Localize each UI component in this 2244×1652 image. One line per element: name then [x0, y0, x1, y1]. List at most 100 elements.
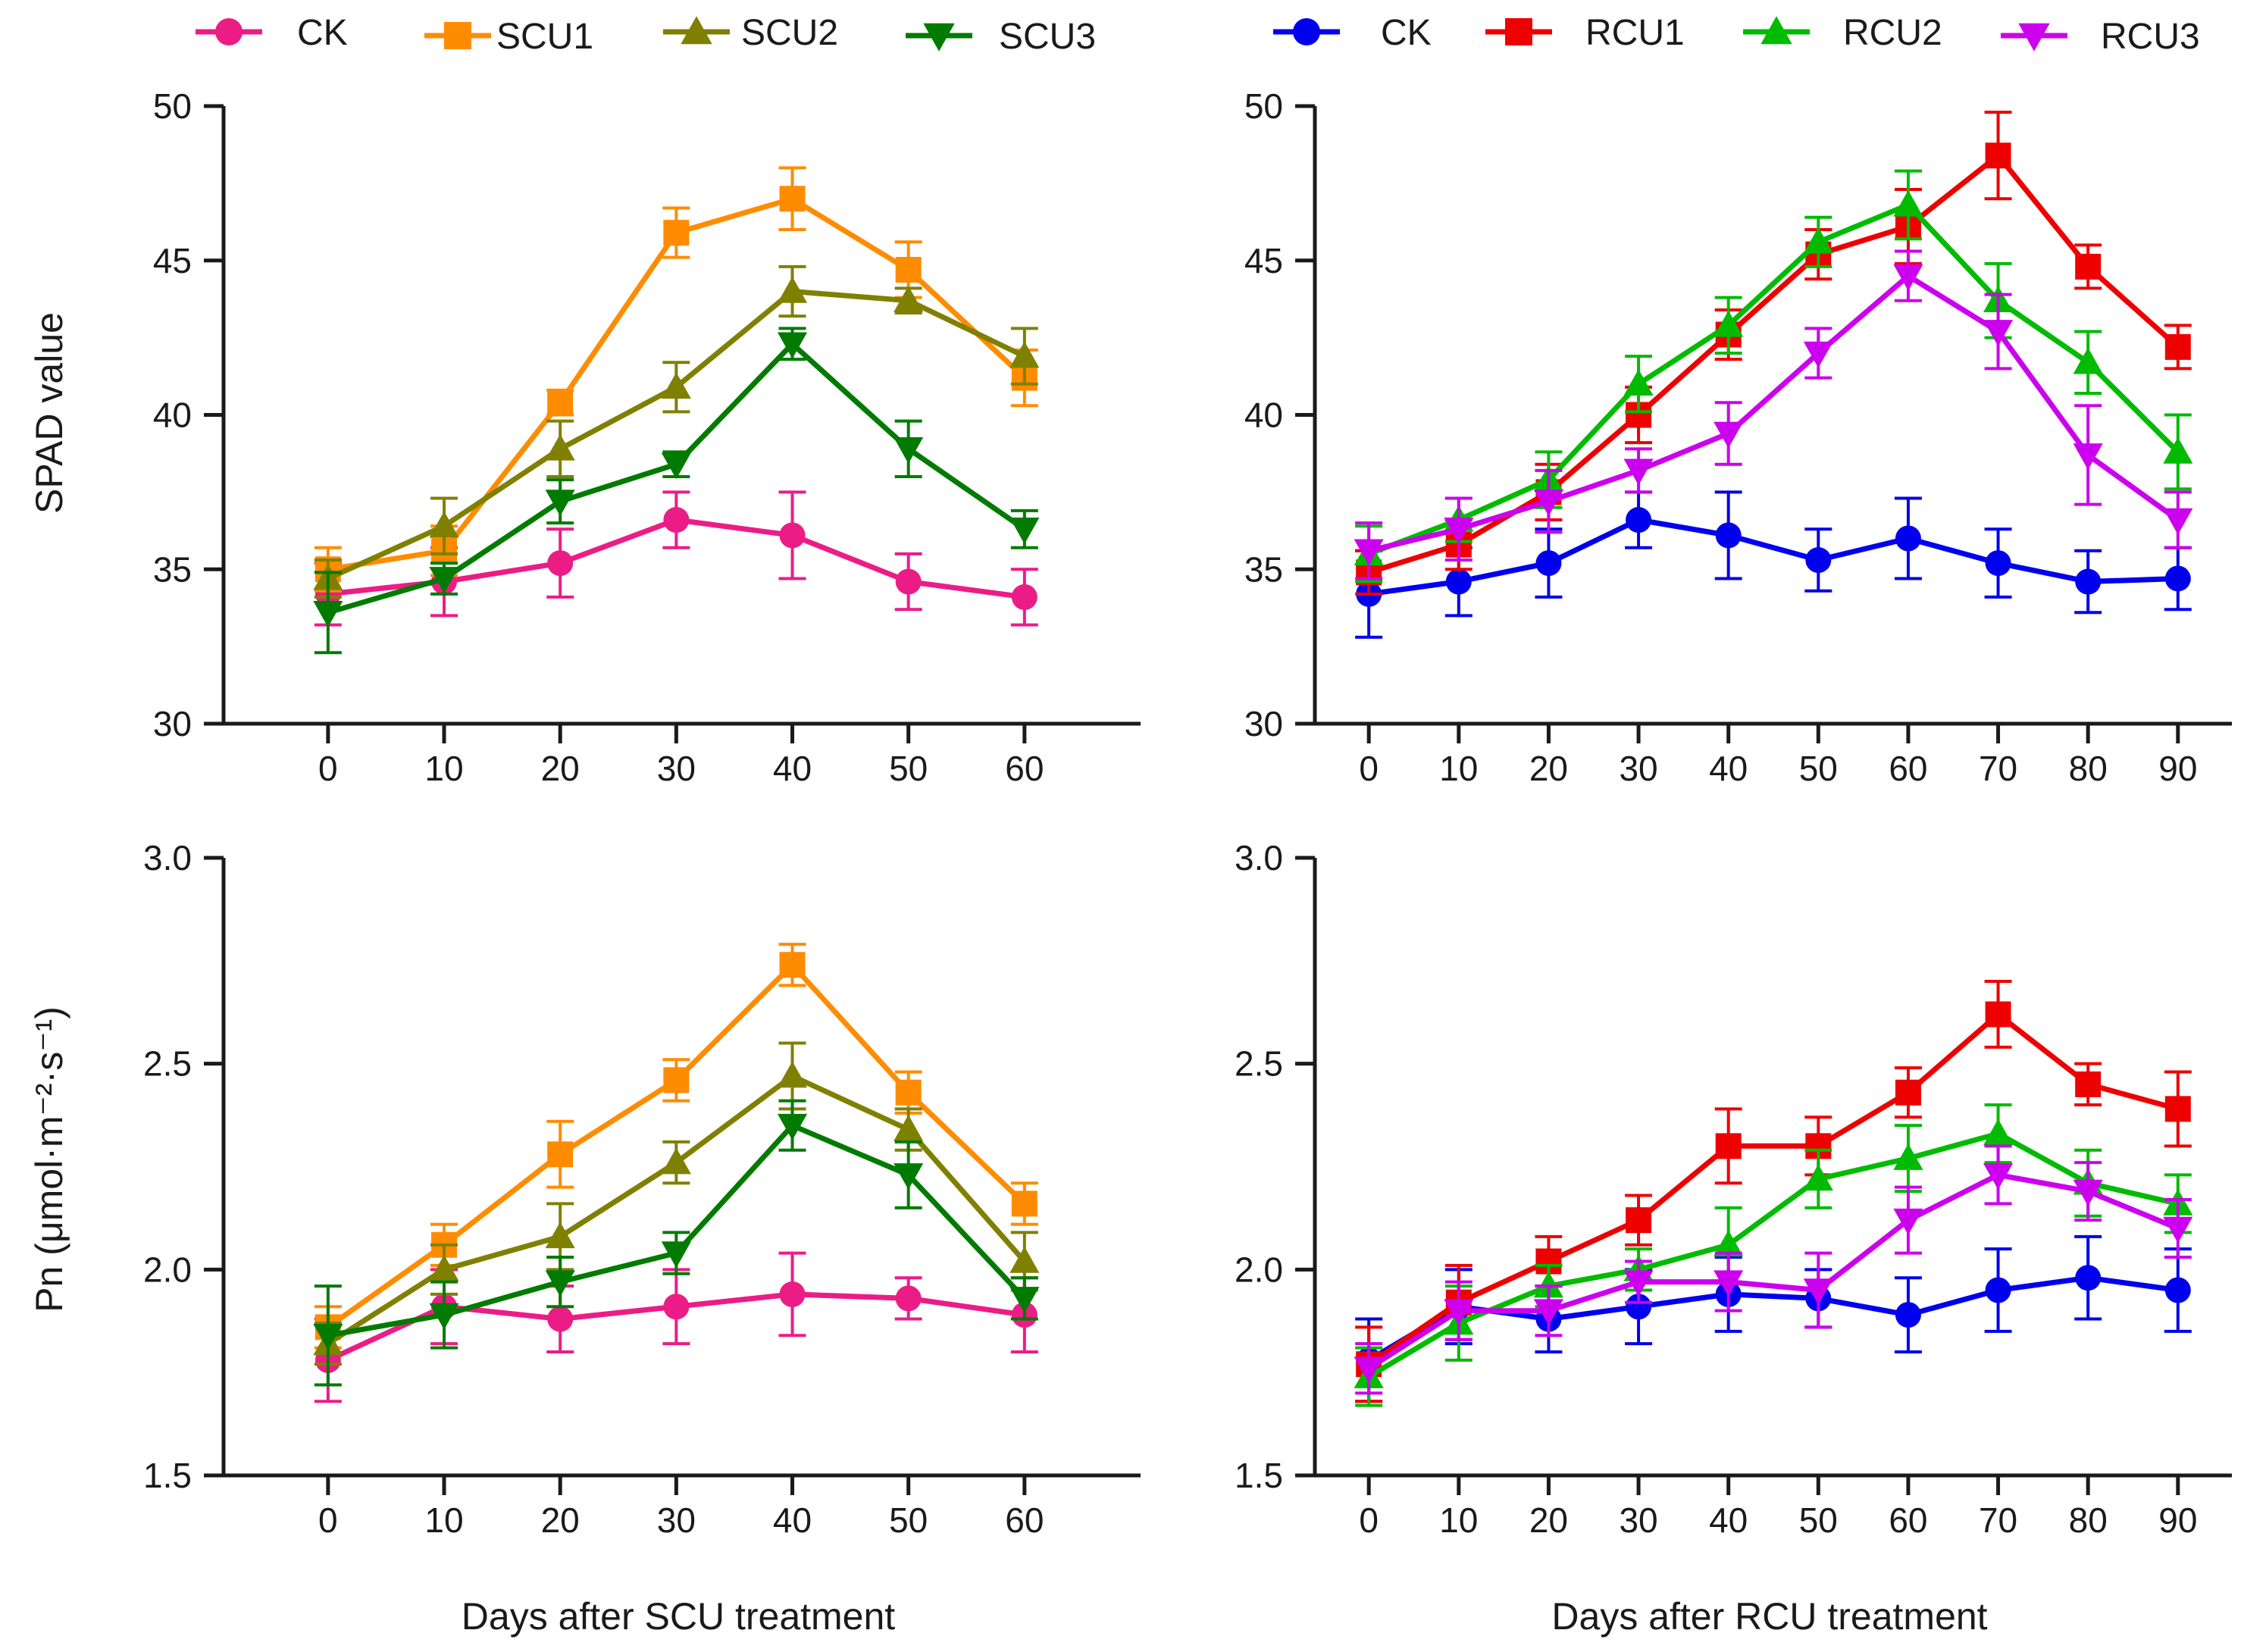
data-point [429, 511, 459, 538]
data-point [1535, 1248, 1562, 1275]
data-point [429, 567, 459, 594]
series-scu2 [313, 264, 1040, 599]
y-tick-label: 1.5 [1235, 1456, 1283, 1495]
y-tick-label: 40 [1244, 396, 1283, 435]
x-tick-label: 0 [318, 749, 338, 788]
legend-item-ck: CK [196, 13, 348, 53]
legend-item-scu1: SCU1 [424, 17, 593, 57]
x-tick-label: 40 [773, 1500, 812, 1540]
series-rcu1 [1355, 980, 2192, 1403]
legend-item-rcu2: RCU2 [1743, 13, 1942, 53]
data-point [1803, 1164, 1833, 1191]
data-point [547, 550, 574, 577]
x-tick-label: 40 [1709, 749, 1748, 788]
data-point [1626, 507, 1652, 533]
data-point [894, 1163, 924, 1190]
data-point [894, 286, 924, 313]
data-point [1895, 525, 1921, 552]
x-tick-label: 60 [1005, 1500, 1044, 1540]
x-tick-label: 20 [541, 1500, 580, 1540]
y-axis-title-pn: Pn (μmol·m⁻²·s⁻¹) [28, 1006, 70, 1313]
data-point [1893, 1144, 1923, 1170]
data-point [1354, 1356, 1384, 1384]
data-point [547, 1141, 574, 1168]
x-tick-label: 70 [1979, 1500, 2017, 1540]
legend-marker [444, 22, 471, 49]
y-tick-label: 1.5 [143, 1456, 192, 1495]
data-point [661, 1147, 691, 1175]
data-point [1009, 1287, 1040, 1313]
x-tick-label: 10 [1439, 1500, 1478, 1540]
data-point [1983, 320, 2014, 347]
series-ck [1355, 490, 2192, 639]
series-rcu3 [1354, 1144, 2193, 1395]
data-point [779, 1281, 806, 1307]
x-tick-label: 50 [889, 749, 928, 788]
data-point [2163, 1216, 2193, 1244]
legend-left: CK SCU1 SCU2 SCU3 [196, 13, 1096, 57]
y-tick-label: 2.5 [1235, 1044, 1283, 1084]
data-point [1893, 264, 1923, 291]
data-point [1533, 490, 1563, 517]
data-point [313, 1323, 343, 1350]
y-tick-label: 2.0 [1235, 1250, 1283, 1289]
data-point [663, 1294, 690, 1320]
series-line-rcu3 [1367, 1172, 2180, 1371]
legend-label: RCU3 [2101, 17, 2200, 57]
x-tick-label: 60 [1005, 749, 1044, 788]
x-tick-label: 80 [2069, 1500, 2108, 1540]
data-point [2164, 1277, 2191, 1303]
x-tick-label: 10 [1439, 749, 1478, 788]
legend-label: SCU2 [741, 13, 838, 53]
data-point [1009, 1246, 1040, 1273]
data-point [2163, 508, 2193, 535]
series-ck [314, 490, 1038, 627]
data-point [429, 1303, 459, 1330]
data-point [777, 332, 808, 359]
y-tick-label: 30 [1244, 704, 1283, 743]
legend-marker [1760, 16, 1792, 45]
x-axis-title-rcu: Days after RCU treatment [1551, 1595, 1987, 1638]
x-tick-label: 50 [889, 1500, 928, 1540]
x-tick-label: 20 [541, 749, 580, 788]
x-tick-label: 0 [1359, 1500, 1379, 1540]
data-point [2164, 333, 2191, 360]
legend-item-ck: CK [1273, 13, 1432, 53]
data-point [1803, 1278, 1833, 1306]
data-point [545, 1222, 575, 1249]
data-point [2073, 347, 2103, 374]
x-tick-label: 60 [1889, 1500, 1927, 1540]
x-tick-label: 10 [424, 749, 463, 788]
data-point [1626, 1207, 1652, 1234]
x-tick-label: 40 [773, 749, 812, 788]
series-line-rcu1 [1368, 152, 2180, 575]
data-point [661, 452, 691, 480]
data-point [1533, 1299, 1563, 1326]
legend-right: CK RCU1 RCU2 RCU3 [1273, 13, 2200, 57]
data-point [1533, 1271, 1563, 1298]
data-point [894, 437, 924, 464]
x-tick-label: 50 [1799, 749, 1838, 788]
chart-pn-rcu: 1.5 2.0 2.5 3.0 0 10 20 30 40 50 60 70 80 90 [1235, 838, 2232, 1540]
data-point [2073, 1179, 2103, 1206]
data-point [1714, 421, 1744, 449]
y-tick-label: 50 [1244, 86, 1283, 126]
data-point [547, 390, 574, 416]
data-point [1983, 1119, 2014, 1146]
data-point [1623, 458, 1654, 486]
y-tick-label: 35 [1244, 549, 1283, 589]
y-tick-label: 30 [153, 704, 192, 743]
data-point [547, 1306, 574, 1332]
legend-label: SCU1 [496, 17, 593, 57]
series-rcu2 [1354, 1103, 2193, 1407]
data-point [2075, 1071, 2102, 1097]
data-point [2075, 568, 2102, 595]
data-point [895, 1079, 922, 1106]
y-tick-label: 50 [153, 86, 192, 126]
data-point [1444, 517, 1474, 544]
data-point [779, 952, 806, 978]
legend-label: CK [297, 13, 348, 53]
data-point [895, 256, 922, 283]
data-point [545, 433, 575, 461]
